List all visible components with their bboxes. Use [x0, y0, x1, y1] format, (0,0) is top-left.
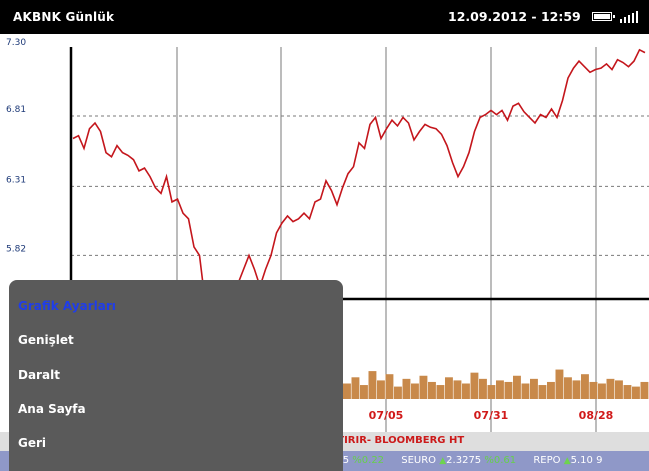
ticker-seuro-pct: %0.61: [484, 455, 517, 466]
menu-item-genislet[interactable]: Genişlet: [18, 333, 74, 347]
volume-bar: [368, 371, 377, 399]
volume-bar: [623, 385, 632, 399]
menu-item-grafik-ayarlari[interactable]: Grafik Ayarları: [18, 299, 116, 313]
ticker-seuro-value: 2.3275: [446, 455, 482, 466]
chart-title: AKBNK Günlük: [13, 10, 115, 24]
volume-bar: [547, 381, 555, 399]
news-ticker-text: RTIRIR- BLOOMBERG HT: [330, 435, 465, 446]
volume-bar: [640, 381, 649, 399]
menu-item-geri[interactable]: Geri: [18, 436, 47, 450]
status-bar: AKBNK Günlük 12.09.2012 - 12:59: [0, 0, 649, 34]
y-axis-labels: 7.30 6.81 6.31 5.82: [6, 38, 26, 254]
volume-bar: [513, 375, 521, 399]
volume-bar: [428, 381, 436, 399]
volume-bar: [394, 386, 402, 399]
x-tick-label: 07/31: [474, 409, 509, 422]
ticker-repo-value: 5.10: [570, 455, 593, 466]
x-tick-label: 08/28: [579, 409, 614, 422]
volume-bar: [402, 378, 411, 399]
volume-bar: [377, 380, 385, 399]
volume-bar: [436, 385, 445, 399]
volume-bar: [462, 383, 470, 399]
volume-bar: [572, 380, 581, 399]
arrow-up-icon: ▲: [439, 456, 447, 466]
price-line: [72, 48, 646, 360]
ticker-repo-label: REPO: [533, 455, 561, 466]
volume-bar: [632, 386, 640, 399]
volume-bar: [385, 374, 394, 399]
volume-bar: [598, 383, 606, 399]
volume-bar: [521, 383, 530, 399]
volume-bar: [411, 383, 419, 399]
volume-bar: [555, 369, 564, 399]
volume-bar: [351, 377, 360, 399]
datetime: 12.09.2012 - 12:59: [448, 9, 581, 24]
context-menu: Grafik Ayarları Genişlet Daralt Ana Sayf…: [9, 280, 343, 471]
volume-bars: [343, 369, 649, 399]
ticker-trailing: 9: [596, 455, 603, 466]
menu-item-daralt[interactable]: Daralt: [18, 368, 60, 382]
volume-bar: [606, 378, 615, 399]
y-tick-label: 6.31: [6, 175, 26, 185]
menu-item-ana-sayfa[interactable]: Ana Sayfa: [18, 402, 86, 416]
arrow-up-icon: ▲: [563, 456, 571, 466]
ticker-seuro-label: SEURO: [401, 455, 437, 466]
battery-icon: [592, 12, 615, 21]
x-tick-label: 07/05: [369, 409, 404, 422]
y-tick-label: 5.82: [6, 244, 26, 254]
x-axis-labels: 07/05 07/31 08/28: [369, 409, 614, 422]
volume-bar: [360, 385, 368, 399]
volume-bar: [445, 377, 453, 399]
chart-grid: [71, 47, 649, 434]
volume-bar: [538, 385, 547, 399]
signal-icon: [620, 11, 640, 23]
chart-svg: 7.30 6.81 6.31 5.82 07/05 07/31 08/28: [6, 38, 649, 434]
volume-bar: [453, 380, 462, 399]
volume-bar: [615, 380, 623, 399]
volume-bar: [589, 381, 598, 399]
volume-bar: [581, 374, 589, 399]
volume-bar: [343, 383, 351, 399]
volume-bar: [496, 380, 504, 399]
volume-bar: [487, 385, 496, 399]
ticker-part1-pct: %0.22: [352, 455, 385, 466]
volume-bar: [419, 375, 428, 399]
volume-bar: [470, 372, 479, 399]
volume-bar: [504, 381, 513, 399]
volume-bar: [530, 378, 538, 399]
price-chart[interactable]: 7.30 6.81 6.31 5.82 07/05 07/31 08/28: [0, 34, 649, 434]
volume-bar: [479, 378, 487, 399]
y-tick-label: 6.81: [6, 105, 26, 115]
volume-bar: [564, 377, 572, 399]
y-tick-label: 7.30: [6, 38, 26, 48]
